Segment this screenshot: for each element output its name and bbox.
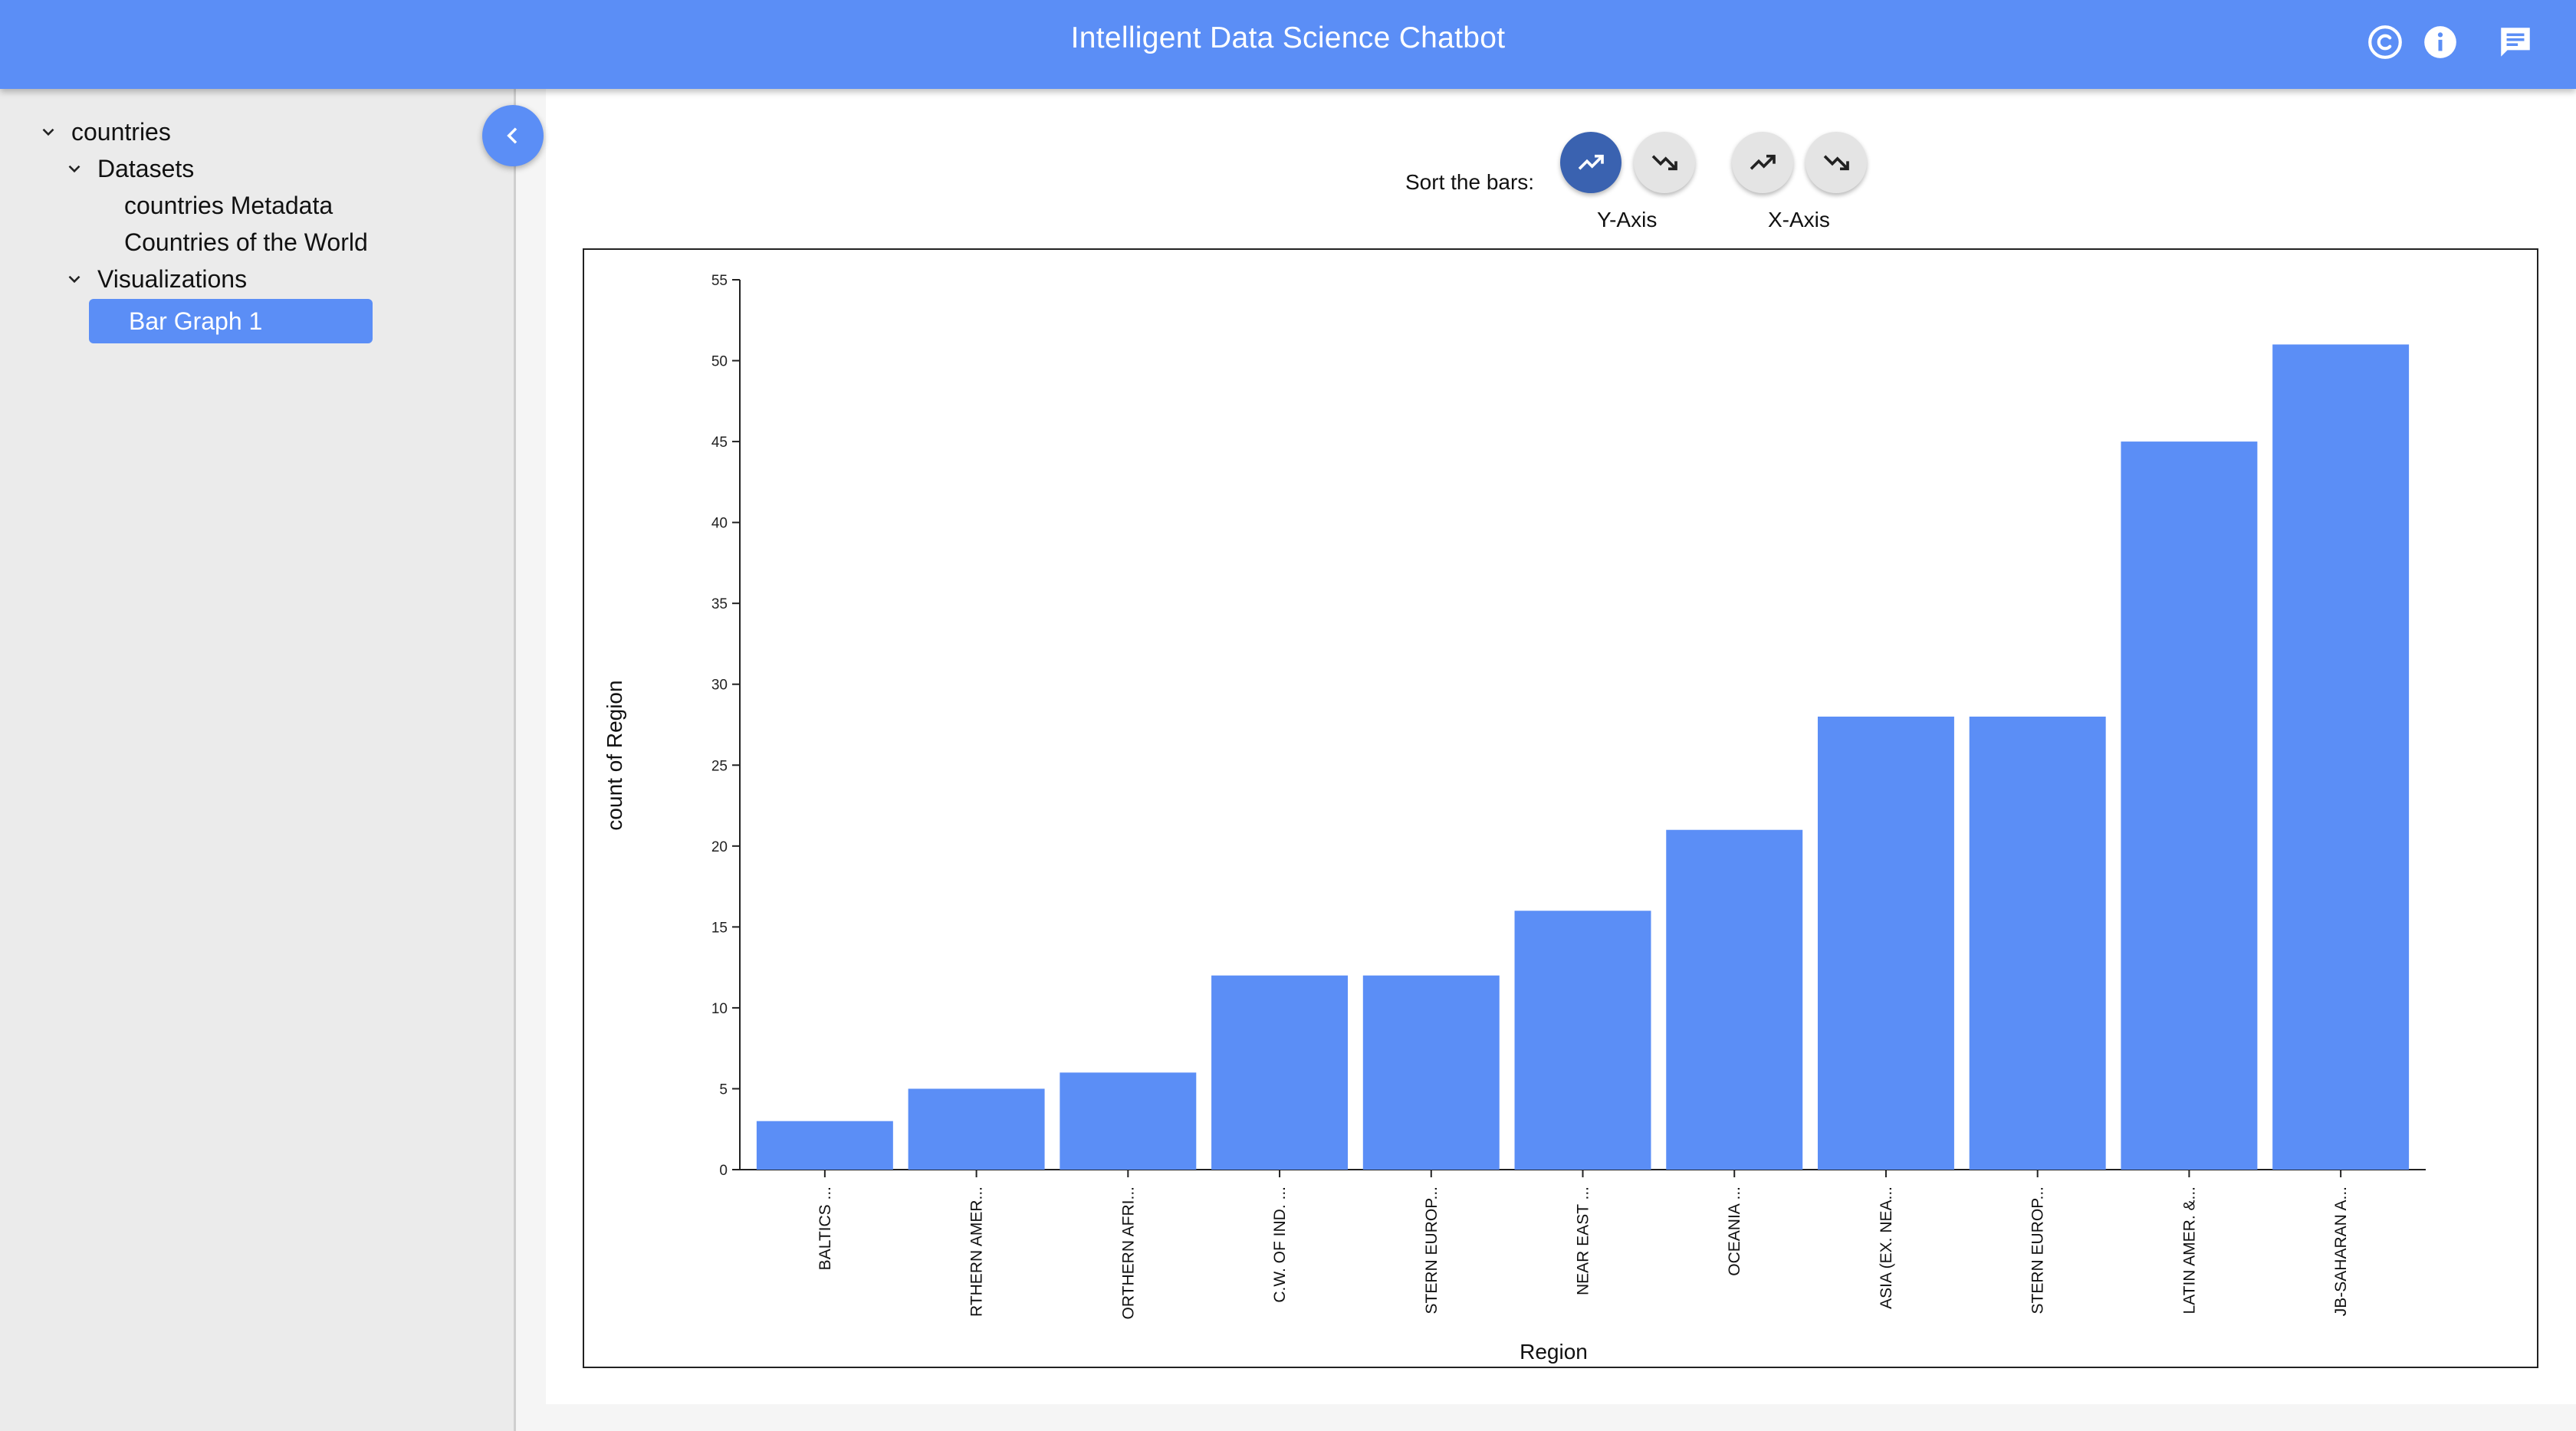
- x-tick-label: RTHERN AMER...: [968, 1186, 986, 1317]
- x-tick-label: ASIA (EX. NEA...: [1878, 1186, 1895, 1309]
- bar: [1362, 975, 1500, 1170]
- app-title: Intelligent Data Science Chatbot: [1070, 21, 1506, 54]
- sort-x-ascending-button[interactable]: [1732, 132, 1793, 193]
- copyright-icon[interactable]: [2366, 23, 2404, 61]
- tree-item-countries[interactable]: countries: [71, 118, 171, 146]
- tree-item-countries-of-the-world[interactable]: Countries of the World: [124, 228, 368, 256]
- chevron-down-icon[interactable]: [64, 159, 84, 179]
- bar: [1060, 1072, 1197, 1170]
- y-tick-label: 40: [711, 516, 728, 532]
- x-tick-label: STERN EUROP...: [1423, 1186, 1441, 1314]
- info-icon[interactable]: [2421, 23, 2459, 61]
- bar: [2272, 344, 2410, 1170]
- chevron-down-icon[interactable]: [64, 269, 84, 289]
- tree-item-bar-graph-1[interactable]: Bar Graph 1: [89, 299, 373, 343]
- sidebar: countries Datasets countries Metadata Co…: [0, 89, 516, 1431]
- x-tick-label: ORTHERN AFRI...: [1119, 1186, 1137, 1319]
- x-axis-sort-label: X-Axis: [1768, 208, 1830, 231]
- y-tick-label: 5: [719, 1081, 728, 1098]
- y-tick-label: 35: [711, 596, 728, 612]
- y-tick-label: 0: [719, 1163, 728, 1179]
- x-tick-label: OCEANIA ...: [1726, 1186, 1743, 1276]
- y-axis-title: count of Region: [603, 680, 626, 830]
- y-tick-label: 25: [711, 758, 728, 774]
- tree-item-countries-metadata[interactable]: countries Metadata: [124, 192, 334, 219]
- bar-chart: 0 5 10 15 20 25 30 35 40 45 50 55 BALTICS ... RTHERN …: [603, 273, 2426, 1364]
- x-tick-label: BALTICS ...: [816, 1186, 834, 1270]
- sort-label: Sort the bars:: [1405, 170, 1535, 194]
- x-tick-label: JB-SAHARAN A...: [2332, 1186, 2350, 1316]
- collapse-sidebar-button[interactable]: [482, 105, 544, 166]
- bar: [1817, 716, 1954, 1170]
- sort-x-descending-button[interactable]: [1806, 132, 1867, 193]
- bar: [908, 1088, 1045, 1170]
- x-tick-label: STERN EUROP...: [2029, 1186, 2047, 1314]
- trending-up-icon: [1578, 154, 1604, 170]
- chat-icon[interactable]: [2496, 23, 2535, 61]
- y-tick-label: 20: [711, 839, 728, 855]
- bar: [756, 1121, 893, 1170]
- x-tick-label: NEAR EAST ...: [1575, 1186, 1592, 1295]
- bar: [2121, 441, 2258, 1170]
- x-tick-label: LATIN AMER. &...: [2180, 1186, 2198, 1314]
- bar: [1969, 716, 2106, 1170]
- y-tick-label: 15: [711, 920, 728, 936]
- sort-y-ascending-button[interactable]: [1560, 132, 1622, 193]
- x-tick-label: C.W. OF IND. ...: [1271, 1186, 1289, 1303]
- bar: [1514, 911, 1651, 1170]
- y-tick-label: 10: [711, 1001, 728, 1017]
- app-header: Intelligent Data Science Chatbot: [0, 0, 2576, 89]
- x-axis-title: Region: [1520, 1340, 1588, 1364]
- bar: [1666, 829, 1803, 1170]
- tree-item-visualizations[interactable]: Visualizations: [97, 265, 248, 293]
- chart-frame: 0 5 10 15 20 25 30 35 40 45 50 55 BALTICS ... RTHERN …: [583, 248, 2538, 1368]
- y-tick-label: 45: [711, 435, 728, 451]
- trending-down-icon: [1651, 155, 1677, 171]
- chevron-down-icon[interactable]: [38, 122, 58, 142]
- sort-y-descending-button[interactable]: [1634, 132, 1695, 193]
- bar: [1211, 975, 1349, 1170]
- y-tick-label: 50: [711, 354, 728, 370]
- trending-down-icon: [1823, 155, 1849, 171]
- y-tick-label: 30: [711, 678, 728, 694]
- y-tick-label: 55: [711, 273, 728, 289]
- y-axis-sort-label: Y-Axis: [1597, 208, 1658, 231]
- chevron-left-icon: [507, 127, 518, 144]
- tree-item-datasets[interactable]: Datasets: [97, 155, 195, 182]
- trending-up-icon: [1750, 154, 1776, 170]
